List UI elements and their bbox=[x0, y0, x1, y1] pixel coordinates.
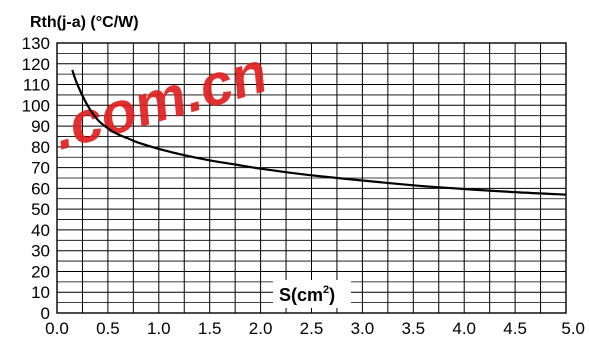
x-tick-label: 2.5 bbox=[300, 319, 324, 338]
x-tick-label: 4.0 bbox=[452, 319, 476, 338]
x-tick-label: 3.0 bbox=[351, 319, 375, 338]
x-tick-label: 0.0 bbox=[45, 319, 69, 338]
x-axis-label-background bbox=[273, 280, 351, 308]
x-axis-label-base: S(cm bbox=[279, 285, 323, 305]
x-axis-label-close: ) bbox=[329, 285, 335, 305]
y-tick-label: 100 bbox=[22, 96, 50, 115]
y-tick-label: 130 bbox=[22, 34, 50, 53]
y-tick-label: 0 bbox=[41, 304, 50, 323]
x-axis-label: S(cm2) bbox=[279, 284, 335, 305]
plot-frame bbox=[56, 42, 567, 314]
y-tick-label: 10 bbox=[31, 283, 50, 302]
chart-grid bbox=[56, 42, 567, 314]
y-tick-label: 70 bbox=[31, 159, 50, 178]
x-tick-label: 4.5 bbox=[503, 319, 527, 338]
y-tick-label: 60 bbox=[31, 179, 50, 198]
y-axis-label: Rth(j-a) (°C/W) bbox=[30, 14, 139, 31]
x-tick-label: 1.5 bbox=[198, 319, 222, 338]
watermark: .com.cn bbox=[46, 40, 275, 163]
y-tick-label: 120 bbox=[22, 55, 50, 74]
x-axis-label-sup: 2 bbox=[323, 284, 329, 296]
x-tick-label: 2.0 bbox=[249, 319, 273, 338]
x-tick-label: 1.0 bbox=[147, 319, 171, 338]
y-tick-label: 50 bbox=[31, 200, 50, 219]
x-tick-label: 0.5 bbox=[96, 319, 120, 338]
y-tick-label: 90 bbox=[31, 117, 50, 136]
y-tick-label: 20 bbox=[31, 262, 50, 281]
series-line bbox=[71, 69, 567, 196]
y-tick-label: 40 bbox=[31, 221, 50, 240]
y-tick-label: 30 bbox=[31, 242, 50, 261]
y-tick-label: 110 bbox=[23, 76, 50, 95]
x-tick-label: 5.0 bbox=[561, 319, 585, 338]
y-tick-label: 80 bbox=[31, 138, 50, 157]
x-tick-labels: 0.0 0.5 1.0 1.5 2.0 2.5 3.0 3.5 4.0 4.5 5.0 bbox=[45, 319, 585, 338]
x-tick-label: 3.5 bbox=[401, 319, 425, 338]
